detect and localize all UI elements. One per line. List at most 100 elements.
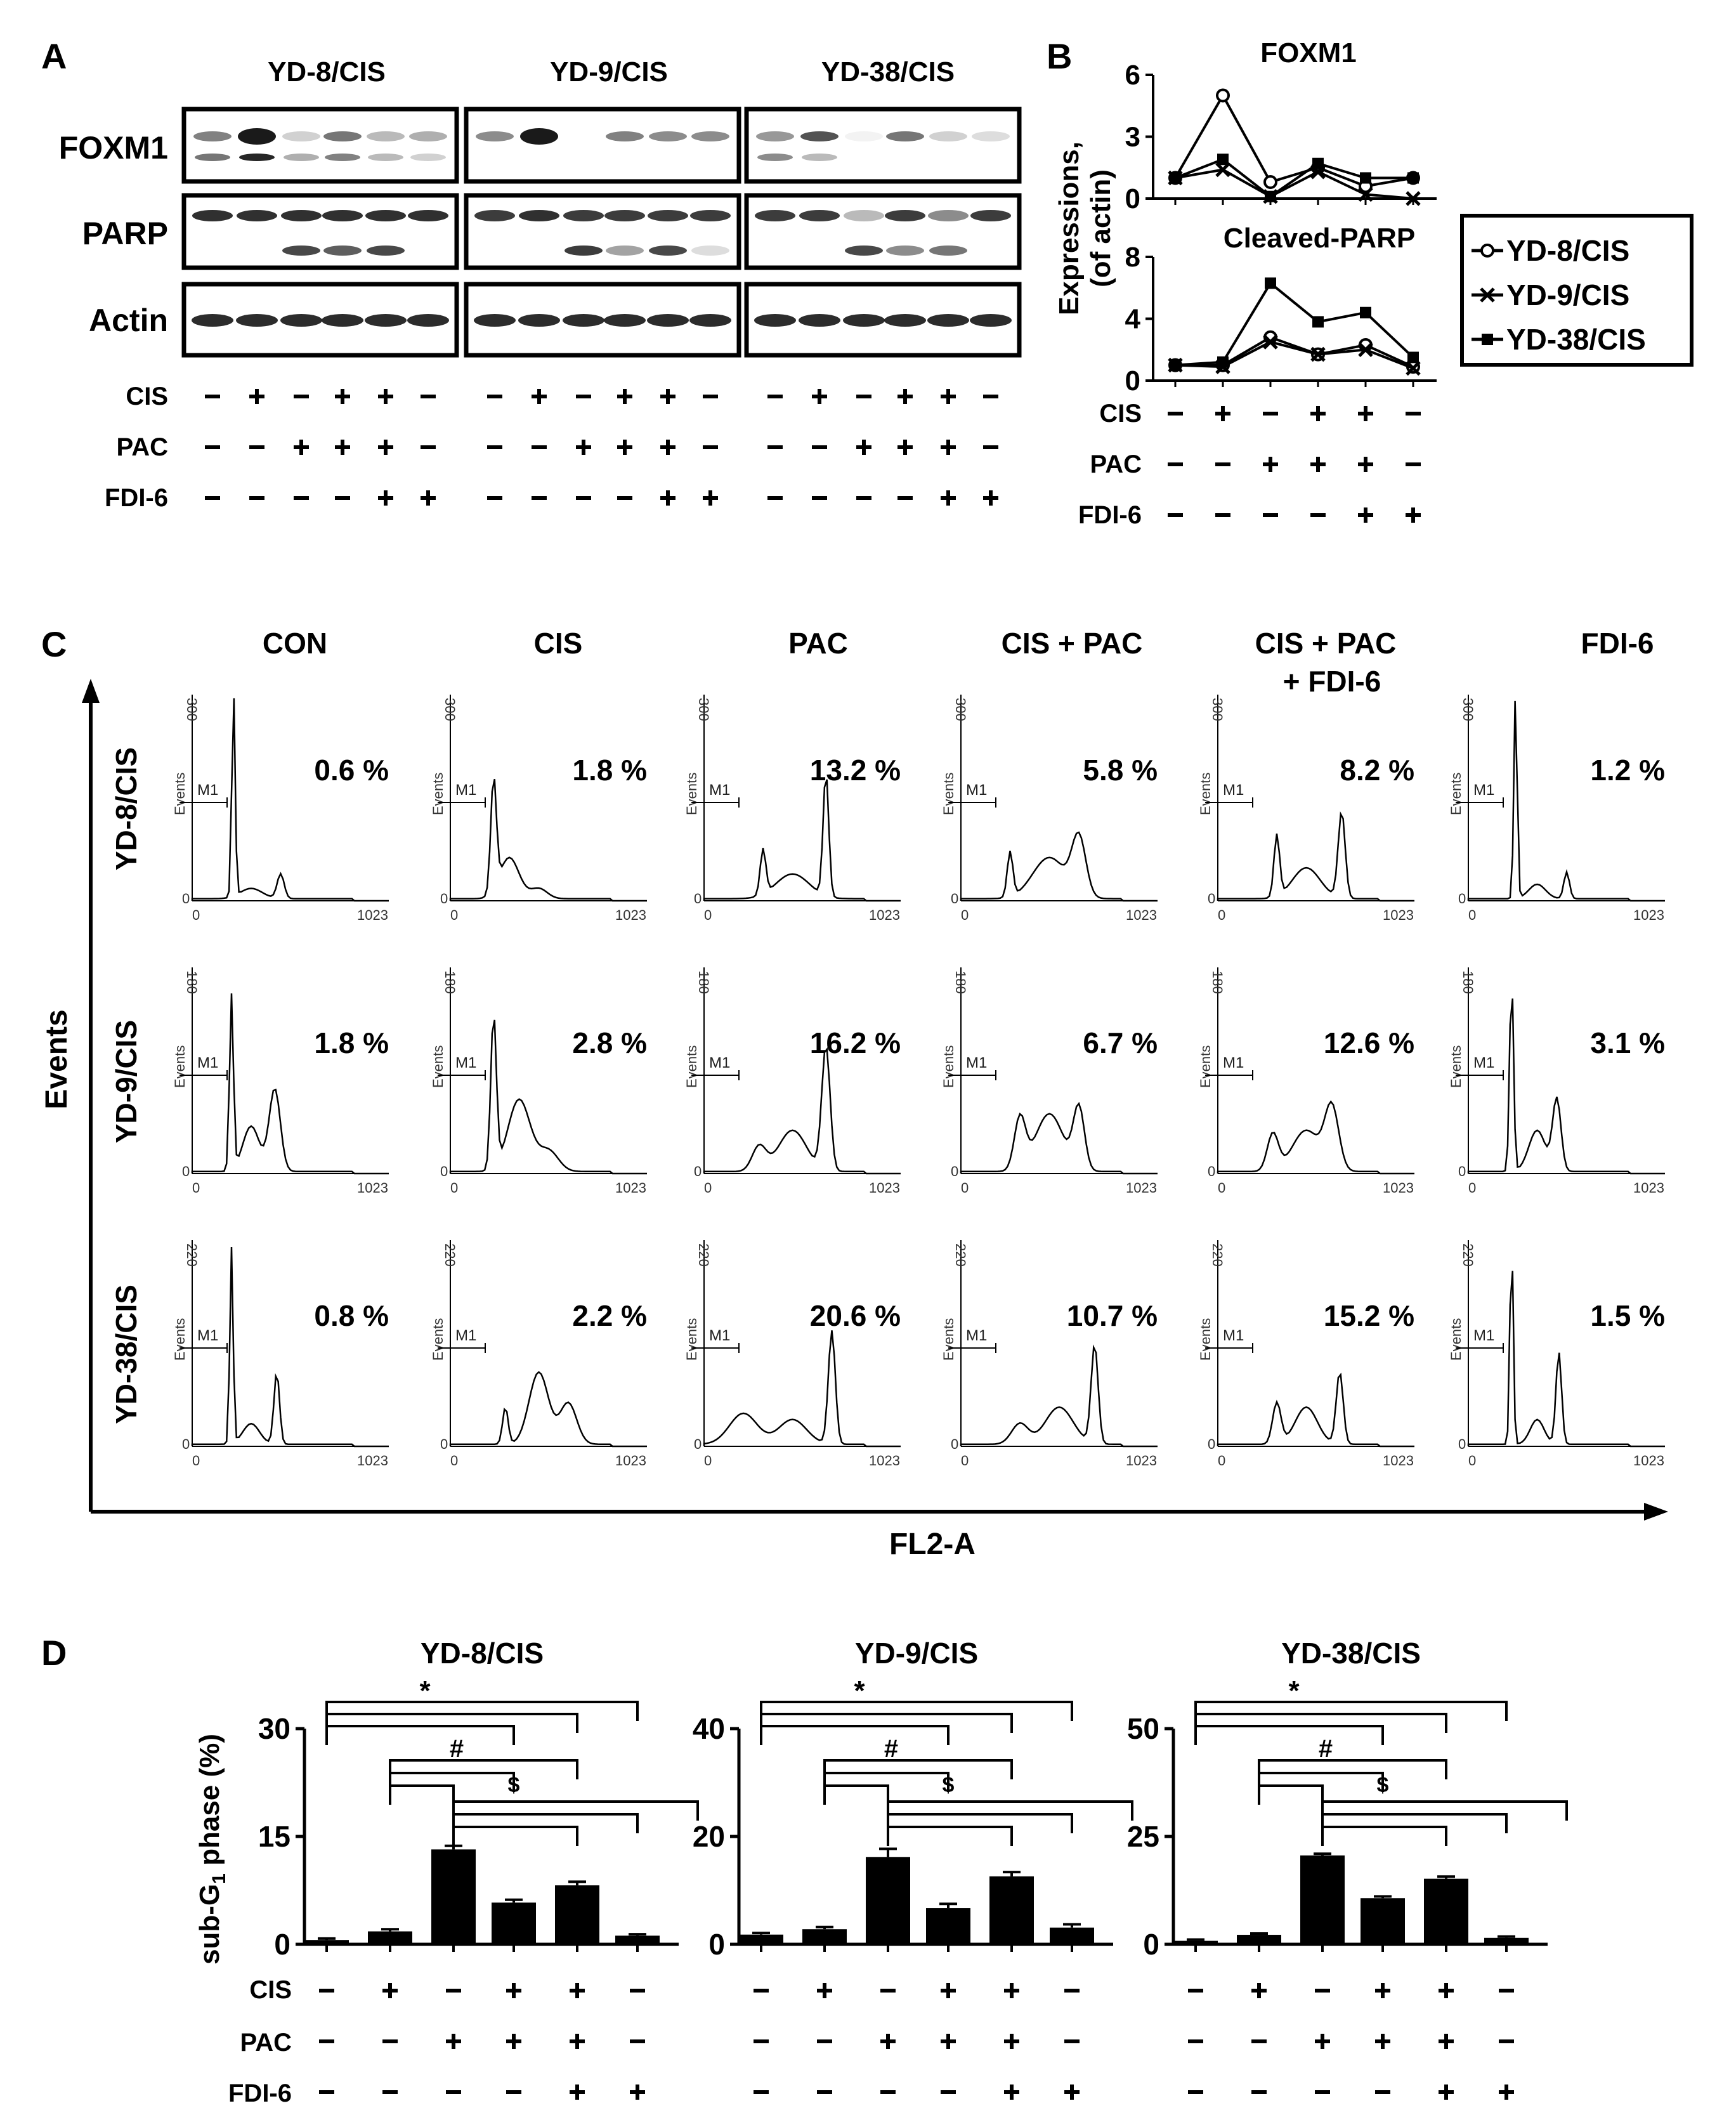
hist-curve [1467, 1271, 1665, 1448]
hist-xmax-label: 1023 [615, 1453, 646, 1469]
hist-ymax-label: 180 [184, 971, 200, 994]
wb-band-parp-full [648, 210, 688, 221]
wb-band-parp-cleaved [367, 245, 405, 256]
wb-sign-cis-1-1 [532, 389, 547, 404]
bar-1 [802, 1929, 847, 1944]
wb-sign-cis-2-4 [941, 389, 956, 404]
bar-sign-cis-2-4 [1439, 1983, 1454, 1998]
wb-band-foxm1-upper [476, 131, 514, 141]
hist-ymax-label: 300 [1210, 698, 1225, 721]
line-chart-ytick-label: 3 [1125, 122, 1140, 153]
line-point-YD-9/CIS-4-b [1358, 187, 1373, 202]
wb-treatment-label-pac: PAC [117, 433, 168, 461]
wb-band-parp-cleaved [565, 245, 603, 256]
wb-band-actin [884, 314, 926, 327]
hist-xmax-label: 1023 [1126, 907, 1157, 923]
flow-condition-header-0: CON [263, 627, 327, 660]
panel-label-a: A [41, 36, 67, 76]
wb-band-actin [970, 314, 1012, 327]
wb-band-parp-cleaved [886, 245, 924, 256]
bar-treatment-label-fdi: FDI-6 [228, 2079, 292, 2107]
hist-curve [449, 1371, 647, 1448]
wb-band-parp-full [192, 210, 233, 221]
wb-band-foxm1-lower [410, 154, 446, 161]
hist-events-label: Events [430, 1045, 446, 1088]
line-point-YD-9/CIS-5-b [1406, 191, 1421, 206]
wb-band-parp-full [604, 210, 645, 221]
hist-xmin-label: 0 [450, 1453, 458, 1469]
wb-band-foxm1-upper [238, 128, 276, 145]
hist-xmax-label: 1023 [869, 1180, 900, 1196]
line-point-YD-38/CIS-4 [1360, 306, 1371, 318]
hist-gate-label: M1 [455, 1054, 476, 1071]
hist-gate-label: M1 [1223, 1327, 1244, 1344]
hist-xmax-label: 1023 [615, 907, 646, 923]
hist-xmin-label: 0 [961, 907, 969, 923]
wb-sign-pac-0-3 [335, 440, 350, 455]
wb-frame-1-1 [464, 193, 741, 270]
wb-sign-fdi-1-5 [703, 490, 718, 506]
hist-ymax-label: 180 [1210, 971, 1225, 994]
sig-mark-hash: # [1319, 1735, 1333, 1763]
hist-y0-label: 0 [1458, 1163, 1466, 1179]
bar-2 [866, 1857, 910, 1944]
hist-events-label: Events [1448, 1045, 1464, 1088]
wb-band-foxm1-lower [325, 154, 360, 161]
bar-chart-title: YD-9/CIS [855, 1637, 978, 1670]
hist-xmin-label: 0 [1468, 1453, 1476, 1469]
hist-xmin-label: 0 [450, 1180, 458, 1196]
hist-xmin-label: 0 [1218, 907, 1225, 923]
line-sign-cis-3 [1310, 406, 1326, 421]
line-sign-cis-1 [1215, 406, 1230, 421]
line-point-YD-9/CIS-5-b [1406, 360, 1421, 376]
hist-ymax-label: 220 [1210, 1243, 1225, 1267]
hist-ymax-label: 300 [184, 698, 200, 721]
wb-band-foxm1-lower [802, 154, 837, 161]
wb-sign-pac-1-2 [576, 440, 591, 455]
hist-curve [1217, 1100, 1414, 1175]
hist-xmin-label: 0 [704, 1180, 712, 1196]
line-sign-fdi-5 [1406, 507, 1421, 523]
line-point-YD-9/CIS-4-b [1358, 342, 1373, 358]
wb-band-actin [799, 314, 840, 327]
line-point-YD-38/CIS-5 [1407, 351, 1419, 363]
wb-band-parp-cleaved [691, 245, 729, 256]
panel-c-flow-cytometry: CON CIS PAC CIS + PAC CIS + PAC+ FDI-6FDI-6 … [40, 627, 1668, 1561]
hist-ymax-label: 300 [442, 698, 458, 721]
flow-axis-xlabel: FL2-A [889, 1528, 976, 1561]
hist-xmax-label: 1023 [1383, 907, 1414, 923]
sig-bracket-4 [823, 1772, 950, 1792]
hist-ymax-label: 220 [1460, 1243, 1476, 1267]
hist-ymax-label: 180 [953, 971, 969, 994]
hist-events-label: Events [684, 1318, 700, 1361]
sig-bracket-2 [325, 1725, 515, 1745]
hist-curve [1217, 811, 1414, 902]
wb-band-parp-cleaved [282, 245, 320, 256]
wb-sign-pac-2-2 [856, 440, 871, 455]
hist-y0-label: 0 [182, 891, 190, 906]
hist-xmax-label: 1023 [1633, 1453, 1664, 1469]
wb-cell-line-title-2: YD-38/CIS [821, 56, 955, 88]
hist-xmax-label: 1023 [1633, 907, 1664, 923]
hist-xmax-label: 1023 [357, 907, 388, 923]
hist-percentage: 6.7 % [1083, 1026, 1158, 1059]
bar-chart-title: YD-8/CIS [421, 1637, 544, 1670]
bar-sign-cis-0-1 [382, 1983, 398, 1998]
bar-3 [926, 1908, 970, 1944]
hist-events-label: Events [1198, 773, 1213, 815]
flow-condition-header-2: PAC [788, 627, 848, 660]
hist-percentage: 3.1 % [1590, 1026, 1665, 1059]
hist-y0-label: 0 [1208, 1163, 1215, 1179]
flow-histogram-0-0: 300 00 1023 Events M1 0.6 % [172, 695, 389, 923]
hist-xmin-label: 0 [1468, 1180, 1476, 1196]
hist-curve [1467, 700, 1665, 902]
flow-axes: Events FL2-A [40, 679, 1668, 1561]
sig-bracket-4 [1258, 1772, 1384, 1792]
flow-row-labels: YD-8/CIS YD-9/CIS YD-38/CIS [110, 747, 143, 1424]
bar-treatment-signs [319, 1983, 1514, 2100]
line-chart-ytick-label: 0 [1125, 365, 1140, 396]
hist-xmax-label: 1023 [1383, 1453, 1414, 1469]
bar-sign-pac-0-3 [506, 2034, 521, 2049]
hist-curve [960, 1102, 1158, 1175]
wb-band-parp-full [970, 210, 1011, 221]
